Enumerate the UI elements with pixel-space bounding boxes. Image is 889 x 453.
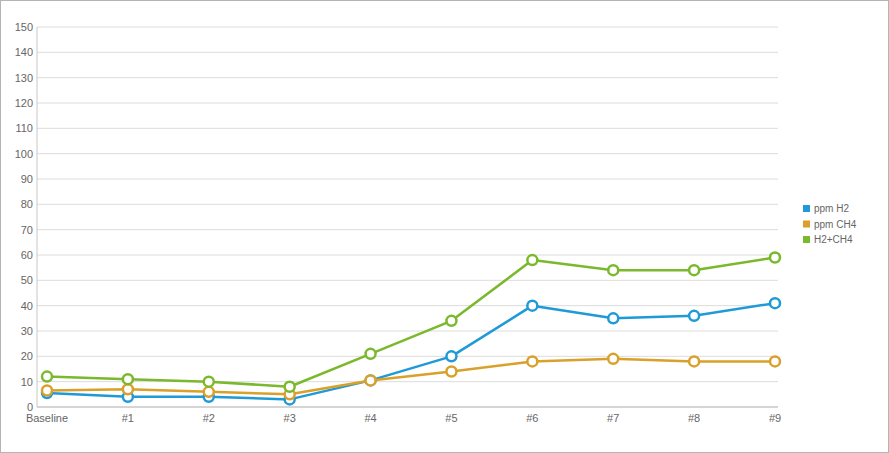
- grid-line: [37, 103, 778, 104]
- x-tick-label: #4: [364, 412, 376, 424]
- data-point: [204, 387, 214, 397]
- data-point: [366, 349, 376, 359]
- legend-label: H2+CH4: [814, 234, 853, 245]
- grid-line: [37, 128, 778, 129]
- chart-frame: [1, 1, 889, 453]
- data-point: [527, 301, 537, 311]
- data-point: [42, 372, 52, 382]
- x-tick-label: #7: [607, 412, 619, 424]
- data-point: [366, 375, 376, 385]
- grid-line: [37, 255, 778, 256]
- y-tick-label: 150: [15, 21, 33, 33]
- data-point: [770, 253, 780, 263]
- data-point: [123, 374, 133, 384]
- data-point: [770, 356, 780, 366]
- grid-line: [37, 381, 778, 382]
- grid-line: [37, 356, 778, 357]
- y-tick-label: 20: [21, 350, 33, 362]
- y-axis: [37, 27, 38, 407]
- y-tick-label: 90: [21, 173, 33, 185]
- data-point: [366, 375, 376, 385]
- y-tick-label: 70: [21, 224, 33, 236]
- y-tick-label: 30: [21, 325, 33, 337]
- y-tick-label: 80: [21, 198, 33, 210]
- y-tick-label: 40: [21, 300, 33, 312]
- grid-line: [37, 77, 778, 78]
- grid-line: [37, 153, 778, 154]
- legend-label: ppm CH4: [814, 219, 857, 230]
- legend-swatch: [803, 236, 810, 243]
- grid-line: [37, 229, 778, 230]
- y-tick-label: 10: [21, 376, 33, 388]
- data-point: [689, 311, 699, 321]
- legend-swatch: [803, 205, 810, 212]
- data-point: [689, 356, 699, 366]
- y-tick-label: 100: [15, 148, 33, 160]
- chart-svg: 0102030405060708090100110120130140150Bas…: [0, 0, 889, 453]
- grid-line: [37, 52, 778, 53]
- legend: ppm H2 ppm CH4 H2+CH4: [803, 203, 857, 245]
- grid-line: [37, 305, 778, 306]
- data-point: [123, 384, 133, 394]
- y-tick-label: 50: [21, 274, 33, 286]
- grid-line: [37, 27, 778, 28]
- data-point: [446, 351, 456, 361]
- legend-swatch: [803, 221, 810, 228]
- data-point: [608, 354, 618, 364]
- chart-container: 0102030405060708090100110120130140150Bas…: [0, 0, 889, 453]
- grid-line: [37, 204, 778, 205]
- y-tick-label: 60: [21, 249, 33, 261]
- data-point: [608, 313, 618, 323]
- data-point: [204, 377, 214, 387]
- grid-line: [37, 331, 778, 332]
- x-tick-label: #5: [445, 412, 457, 424]
- grid-line: [37, 179, 778, 180]
- grid-line: [37, 407, 778, 408]
- series-line: [47, 258, 775, 387]
- series-line: [47, 303, 775, 399]
- y-tick-label: 140: [15, 46, 33, 58]
- y-tick-label: 130: [15, 72, 33, 84]
- grid-line: [37, 280, 778, 281]
- x-tick-label: #8: [688, 412, 700, 424]
- data-point: [446, 367, 456, 377]
- data-point: [527, 255, 537, 265]
- series-line: [47, 359, 775, 394]
- x-tick-label: #9: [769, 412, 781, 424]
- data-point: [446, 316, 456, 326]
- data-point: [608, 265, 618, 275]
- data-point: [42, 386, 52, 396]
- grid: [37, 27, 778, 407]
- y-tick-label: 110: [15, 122, 33, 134]
- x-tick-label: #2: [203, 412, 215, 424]
- data-point: [285, 382, 295, 392]
- x-tick-label: #6: [526, 412, 538, 424]
- x-axis: [37, 407, 778, 408]
- data-point: [527, 356, 537, 366]
- x-tick-label: #3: [284, 412, 296, 424]
- x-tick-label: Baseline: [26, 412, 68, 424]
- data-group: [42, 253, 780, 405]
- data-point: [770, 298, 780, 308]
- legend-label: ppm H2: [814, 203, 849, 214]
- data-point: [689, 265, 699, 275]
- x-tick-label: #1: [122, 412, 134, 424]
- y-tick-label: 120: [15, 97, 33, 109]
